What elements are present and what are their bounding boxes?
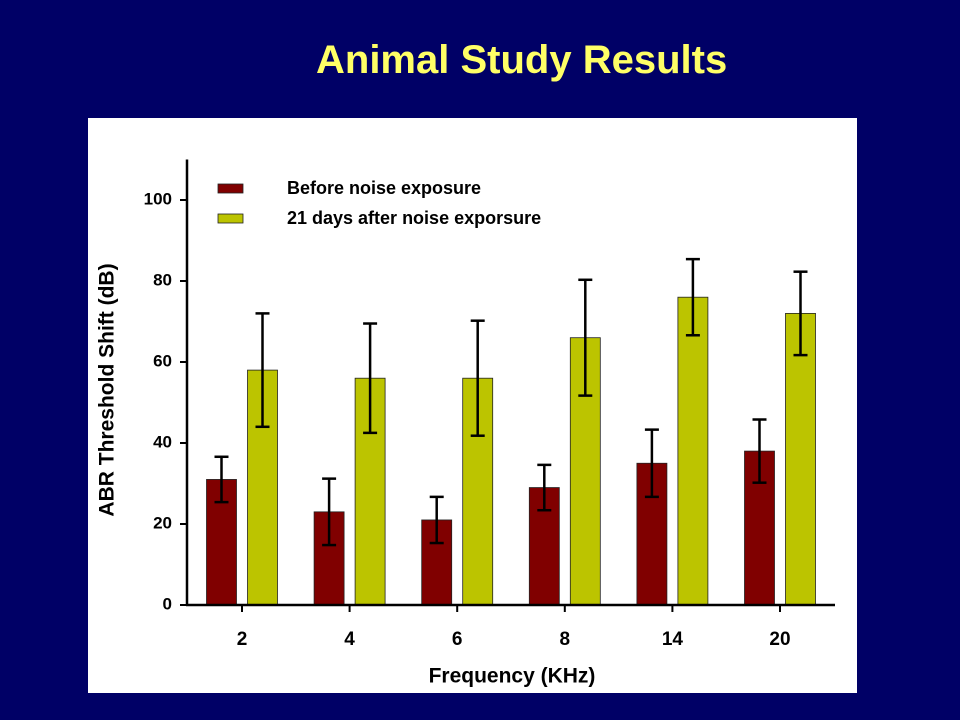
y-tick-label: 20 xyxy=(153,513,172,532)
x-tick-label: 14 xyxy=(662,629,684,650)
chart-marks: 0 20 40 60 80 100 2 4 6 8 14 20 xyxy=(144,159,835,650)
chart-panel: 0 20 40 60 80 100 2 4 6 8 14 20 Before noise exposu… xyxy=(88,118,857,693)
y-tick-label: 80 xyxy=(153,270,172,289)
slide-title: Animal Study Results xyxy=(316,38,728,82)
legend-swatch-after xyxy=(217,213,244,224)
y-tick-label: 100 xyxy=(144,189,172,208)
legend-label-after: 21 days after noise exporsure xyxy=(287,208,541,228)
x-tick-label: 4 xyxy=(344,629,355,650)
x-tick-label: 20 xyxy=(769,629,790,650)
x-tick-label: 6 xyxy=(452,629,463,650)
legend-label-before: Before noise exposure xyxy=(287,178,481,198)
y-axis-label: ABR Threshold Shift (dB) xyxy=(96,263,119,516)
x-tick-label: 8 xyxy=(560,629,571,650)
y-tick-label: 40 xyxy=(153,432,172,451)
x-tick-label: 2 xyxy=(237,629,248,650)
legend: Before noise exposure 21 days after nois… xyxy=(217,178,541,228)
y-tick-label: 60 xyxy=(153,351,172,370)
x-axis-label: Frequency (KHz) xyxy=(429,665,596,688)
bar-after-20 xyxy=(785,312,816,606)
bar-chart: 0 20 40 60 80 100 2 4 6 8 14 20 Before noise exposu… xyxy=(96,159,835,688)
bar-after-14 xyxy=(677,296,709,606)
y-tick-label: 0 xyxy=(163,594,172,613)
legend-swatch-before xyxy=(217,183,244,194)
